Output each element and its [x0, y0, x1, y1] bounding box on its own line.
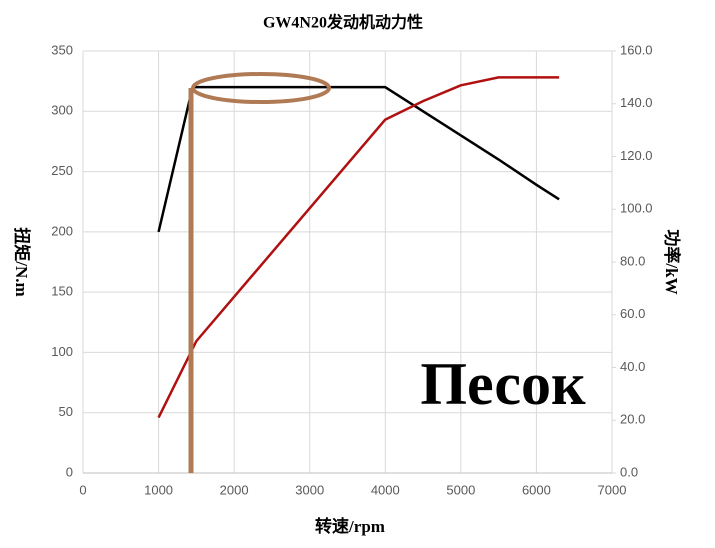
- y2-tick-label: 80.0: [620, 253, 645, 268]
- chart-title: GW4N20发动机动力性: [263, 13, 423, 32]
- y-axis-label: 扭矩/N.m: [12, 227, 32, 296]
- x-tick-label: 7000: [598, 482, 627, 497]
- x-tick-label: 2000: [220, 482, 249, 497]
- series-line: [157, 76, 560, 419]
- y-tick-label: 150: [51, 284, 73, 299]
- y2-tick-label: 120.0: [620, 148, 653, 163]
- x-tick-label: 5000: [446, 482, 475, 497]
- y2-tick-label: 20.0: [620, 412, 645, 427]
- y-tick-label: 250: [51, 163, 73, 178]
- y-tick-label: 100: [51, 344, 73, 359]
- x-tick-label: 4000: [371, 482, 400, 497]
- series-line: [157, 85, 560, 233]
- x-tick-label: 0: [79, 482, 86, 497]
- y2-tick-label: 40.0: [620, 359, 645, 374]
- y-tick-label: 300: [51, 103, 73, 118]
- x-tick-label: 3000: [295, 482, 324, 497]
- y2-tick-label: 100.0: [620, 201, 653, 216]
- annotation: Песок: [420, 351, 586, 417]
- y2-tick-label: 60.0: [620, 306, 645, 321]
- y2-tick-label: 0.0: [620, 464, 638, 479]
- x-tick-label: 1000: [144, 482, 173, 497]
- plot-area: 0 50 100 150 200 250 300 350 0 1000 2000 3000 4000 50…: [51, 42, 652, 497]
- y-tick-label: 50: [59, 404, 73, 419]
- y2-tick-label: 140.0: [620, 95, 653, 110]
- x-tick-label: 6000: [522, 482, 551, 497]
- highlight-ellipse: [191, 72, 331, 104]
- y-tick-label: 0: [66, 464, 73, 479]
- y2-axis-label: 功率/kW: [662, 229, 682, 294]
- y-tick-label: 350: [51, 42, 73, 57]
- y2-tick-label: 160.0: [620, 42, 653, 57]
- y-tick-label: 200: [51, 223, 73, 238]
- x-axis-label: 转速/rpm: [315, 516, 385, 536]
